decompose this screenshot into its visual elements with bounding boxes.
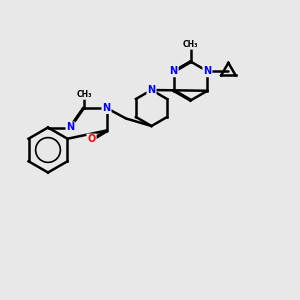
Text: N: N [102,103,111,113]
Text: CH₃: CH₃ [76,90,92,99]
Text: N: N [203,66,211,76]
Text: N: N [66,122,75,133]
Text: N: N [169,66,178,76]
Text: CH₃: CH₃ [183,40,198,49]
Text: O: O [87,134,96,145]
Text: N: N [147,85,156,95]
